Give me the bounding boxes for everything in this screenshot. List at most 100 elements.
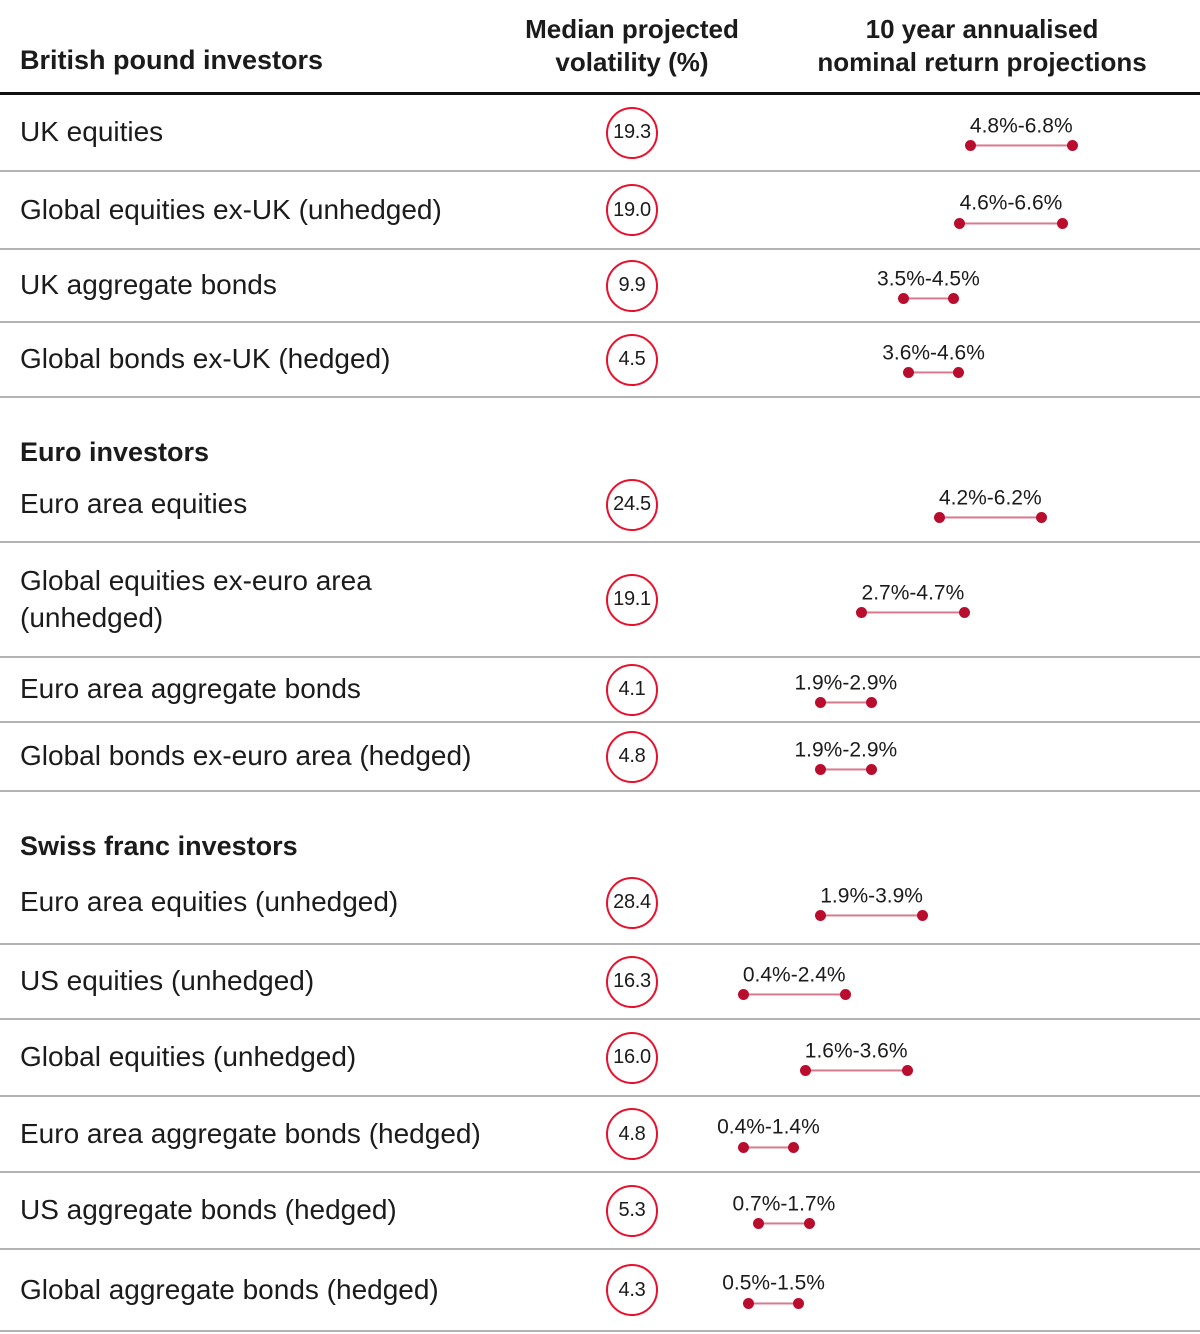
volatility-badge: 4.5: [606, 333, 658, 386]
range-dot-high: [901, 1065, 913, 1077]
volatility-value: 5.3: [618, 1199, 646, 1221]
range-dot-low: [742, 1297, 754, 1309]
range-connector: [969, 144, 1073, 147]
volatility-value: 4.8: [618, 1122, 646, 1145]
return-range: 4.2%-6.2%: [933, 486, 1047, 524]
range-dot-low: [815, 764, 827, 776]
asset-row: Global equities ex-UK (unhedged) 19.0 4.6%…: [0, 172, 1200, 250]
asset-label: Global aggregate bonds (hedged): [20, 1273, 439, 1305]
range-connector: [804, 1069, 908, 1072]
return-range: 1.9%-3.9%: [815, 884, 929, 922]
range-connector: [902, 297, 955, 300]
asset-row-content: Global aggregate bonds (hedged) 4.3 0.5%-1…: [0, 1250, 1200, 1330]
range-connector: [742, 993, 846, 996]
asset-row: Swiss franc investors Euro area equities …: [0, 792, 1200, 945]
asset-label: Euro area equities (unhedged): [20, 886, 399, 918]
volatility-value: 16.3: [613, 970, 651, 992]
volatility-value: 28.4: [613, 891, 651, 914]
asset-row: UK aggregate bonds 9.9 3.5%-4.5%: [0, 250, 1200, 323]
section-heading: Swiss franc investors: [20, 831, 298, 861]
range-line: [856, 607, 970, 619]
range-dot-low: [964, 140, 976, 152]
range-dot-high: [803, 1218, 815, 1230]
return-range: 4.8%-6.8%: [964, 113, 1078, 152]
range-connector: [907, 371, 960, 374]
volatility-badge: 9.9: [606, 259, 658, 312]
range-dot-low: [753, 1218, 765, 1230]
range-dot-low: [737, 989, 749, 1001]
range-line: [737, 989, 851, 1001]
range-line: [815, 764, 877, 776]
range-dot-high: [865, 764, 877, 776]
range-line: [933, 512, 1047, 524]
range-dot-high: [1066, 140, 1078, 152]
volatility-badge: 4.3: [606, 1264, 658, 1316]
column-header-returns: 10 year annualised nominal return projec…: [817, 14, 1147, 77]
asset-label: Global equities ex-UK (unhedged): [20, 193, 442, 225]
range-label: 3.5%-4.5%: [877, 266, 980, 290]
volatility-badge: 19.0: [606, 184, 658, 236]
return-range: 2.7%-4.7%: [856, 581, 970, 619]
volatility-badge: 16.0: [606, 1031, 658, 1084]
volatility-value: 4.5: [618, 348, 646, 370]
volatility-value: 24.5: [613, 493, 651, 516]
volatility-badge: 4.1: [606, 663, 658, 716]
asset-label: UK aggregate bonds: [20, 269, 277, 301]
asset-row: Euro investors Euro area equities 24.5 4.2%…: [0, 398, 1200, 543]
range-dot-high: [793, 1297, 805, 1309]
volatility-value: 19.3: [613, 121, 651, 143]
volatility-badge: 19.3: [606, 106, 658, 159]
return-range: 0.7%-1.7%: [733, 1192, 835, 1230]
range-line: [737, 1141, 800, 1153]
range-dot-low: [897, 293, 909, 305]
asset-row: Global aggregate bonds (hedged) 4.3 0.5%-1…: [0, 1250, 1200, 1332]
asset-row-content: Euro area equities 24.5 4.2%-6.2%: [0, 468, 1200, 541]
return-range: 4.6%-6.6%: [954, 191, 1068, 229]
range-dot-low: [815, 910, 827, 922]
asset-label: US equities (unhedged): [20, 965, 315, 997]
asset-row: Global bonds ex-UK (hedged) 4.5 3.6%-4.6%: [0, 323, 1200, 398]
return-range: 3.5%-4.5%: [877, 267, 980, 305]
volatility-value: 19.1: [613, 588, 651, 610]
asset-label: Global bonds ex-UK (hedged): [20, 343, 391, 375]
asset-row: Global bonds ex-euro area (hedged) 4.8 1.9…: [0, 723, 1200, 792]
asset-label: Euro area aggregate bonds (hedged): [20, 1117, 481, 1149]
range-line: [753, 1218, 815, 1230]
asset-row-content: Euro area aggregate bonds 4.1 1.9%-2.9%: [0, 658, 1200, 721]
asset-row: Global equities (unhedged) 16.0 1.6%-3.6%: [0, 1020, 1200, 1097]
volatility-badge: 5.3: [606, 1184, 658, 1237]
range-dot-high: [788, 1141, 800, 1153]
range-label: 4.8%-6.8%: [969, 113, 1073, 137]
asset-row: UK equities 19.3 4.8%-6.8%: [0, 95, 1200, 172]
range-dot-low: [856, 607, 868, 619]
volatility-value: 4.1: [618, 678, 646, 700]
volatility-badge: 19.1: [606, 573, 658, 626]
asset-label: Global equities (unhedged): [20, 1041, 357, 1073]
volatility-badge: 4.8: [606, 730, 658, 783]
range-dot-low: [902, 367, 914, 379]
return-range: 0.5%-1.5%: [722, 1271, 825, 1309]
range-label: 3.6%-4.6%: [882, 340, 985, 364]
range-label: 1.6%-3.6%: [804, 1038, 908, 1062]
asset-row: US aggregate bonds (hedged) 5.3 0.7%-1.7%: [0, 1173, 1200, 1250]
asset-row-content: Euro area aggregate bonds (hedged) 4.8 0.4…: [0, 1097, 1200, 1171]
range-dot-low: [954, 217, 966, 229]
range-line: [954, 217, 1068, 229]
asset-label: Global bonds ex-euro area (hedged): [20, 740, 472, 772]
return-range: 0.4%-1.4%: [717, 1115, 820, 1153]
range-label: 1.9%-2.9%: [794, 670, 898, 694]
return-range: 1.6%-3.6%: [799, 1038, 913, 1077]
range-connector: [861, 611, 965, 614]
return-range: 1.9%-2.9%: [794, 671, 897, 709]
range-dot-low: [737, 1141, 749, 1153]
asset-row-content: Global equities ex-UK (unhedged) 19.0 4.6%…: [0, 172, 1200, 248]
range-label: 0.4%-1.4%: [717, 1115, 820, 1139]
range-dot-high: [839, 989, 851, 1001]
volatility-badge: 16.3: [606, 955, 658, 1008]
asset-row-content: Global equities (unhedged) 16.0 1.6%-3.6%: [0, 1020, 1200, 1095]
range-dot-high: [958, 607, 970, 619]
table-header: British pound investors Median projected…: [0, 0, 1200, 95]
asset-row: Euro area aggregate bonds 4.1 1.9%-2.9%: [0, 658, 1200, 723]
volatility-value: 9.9: [618, 274, 646, 296]
